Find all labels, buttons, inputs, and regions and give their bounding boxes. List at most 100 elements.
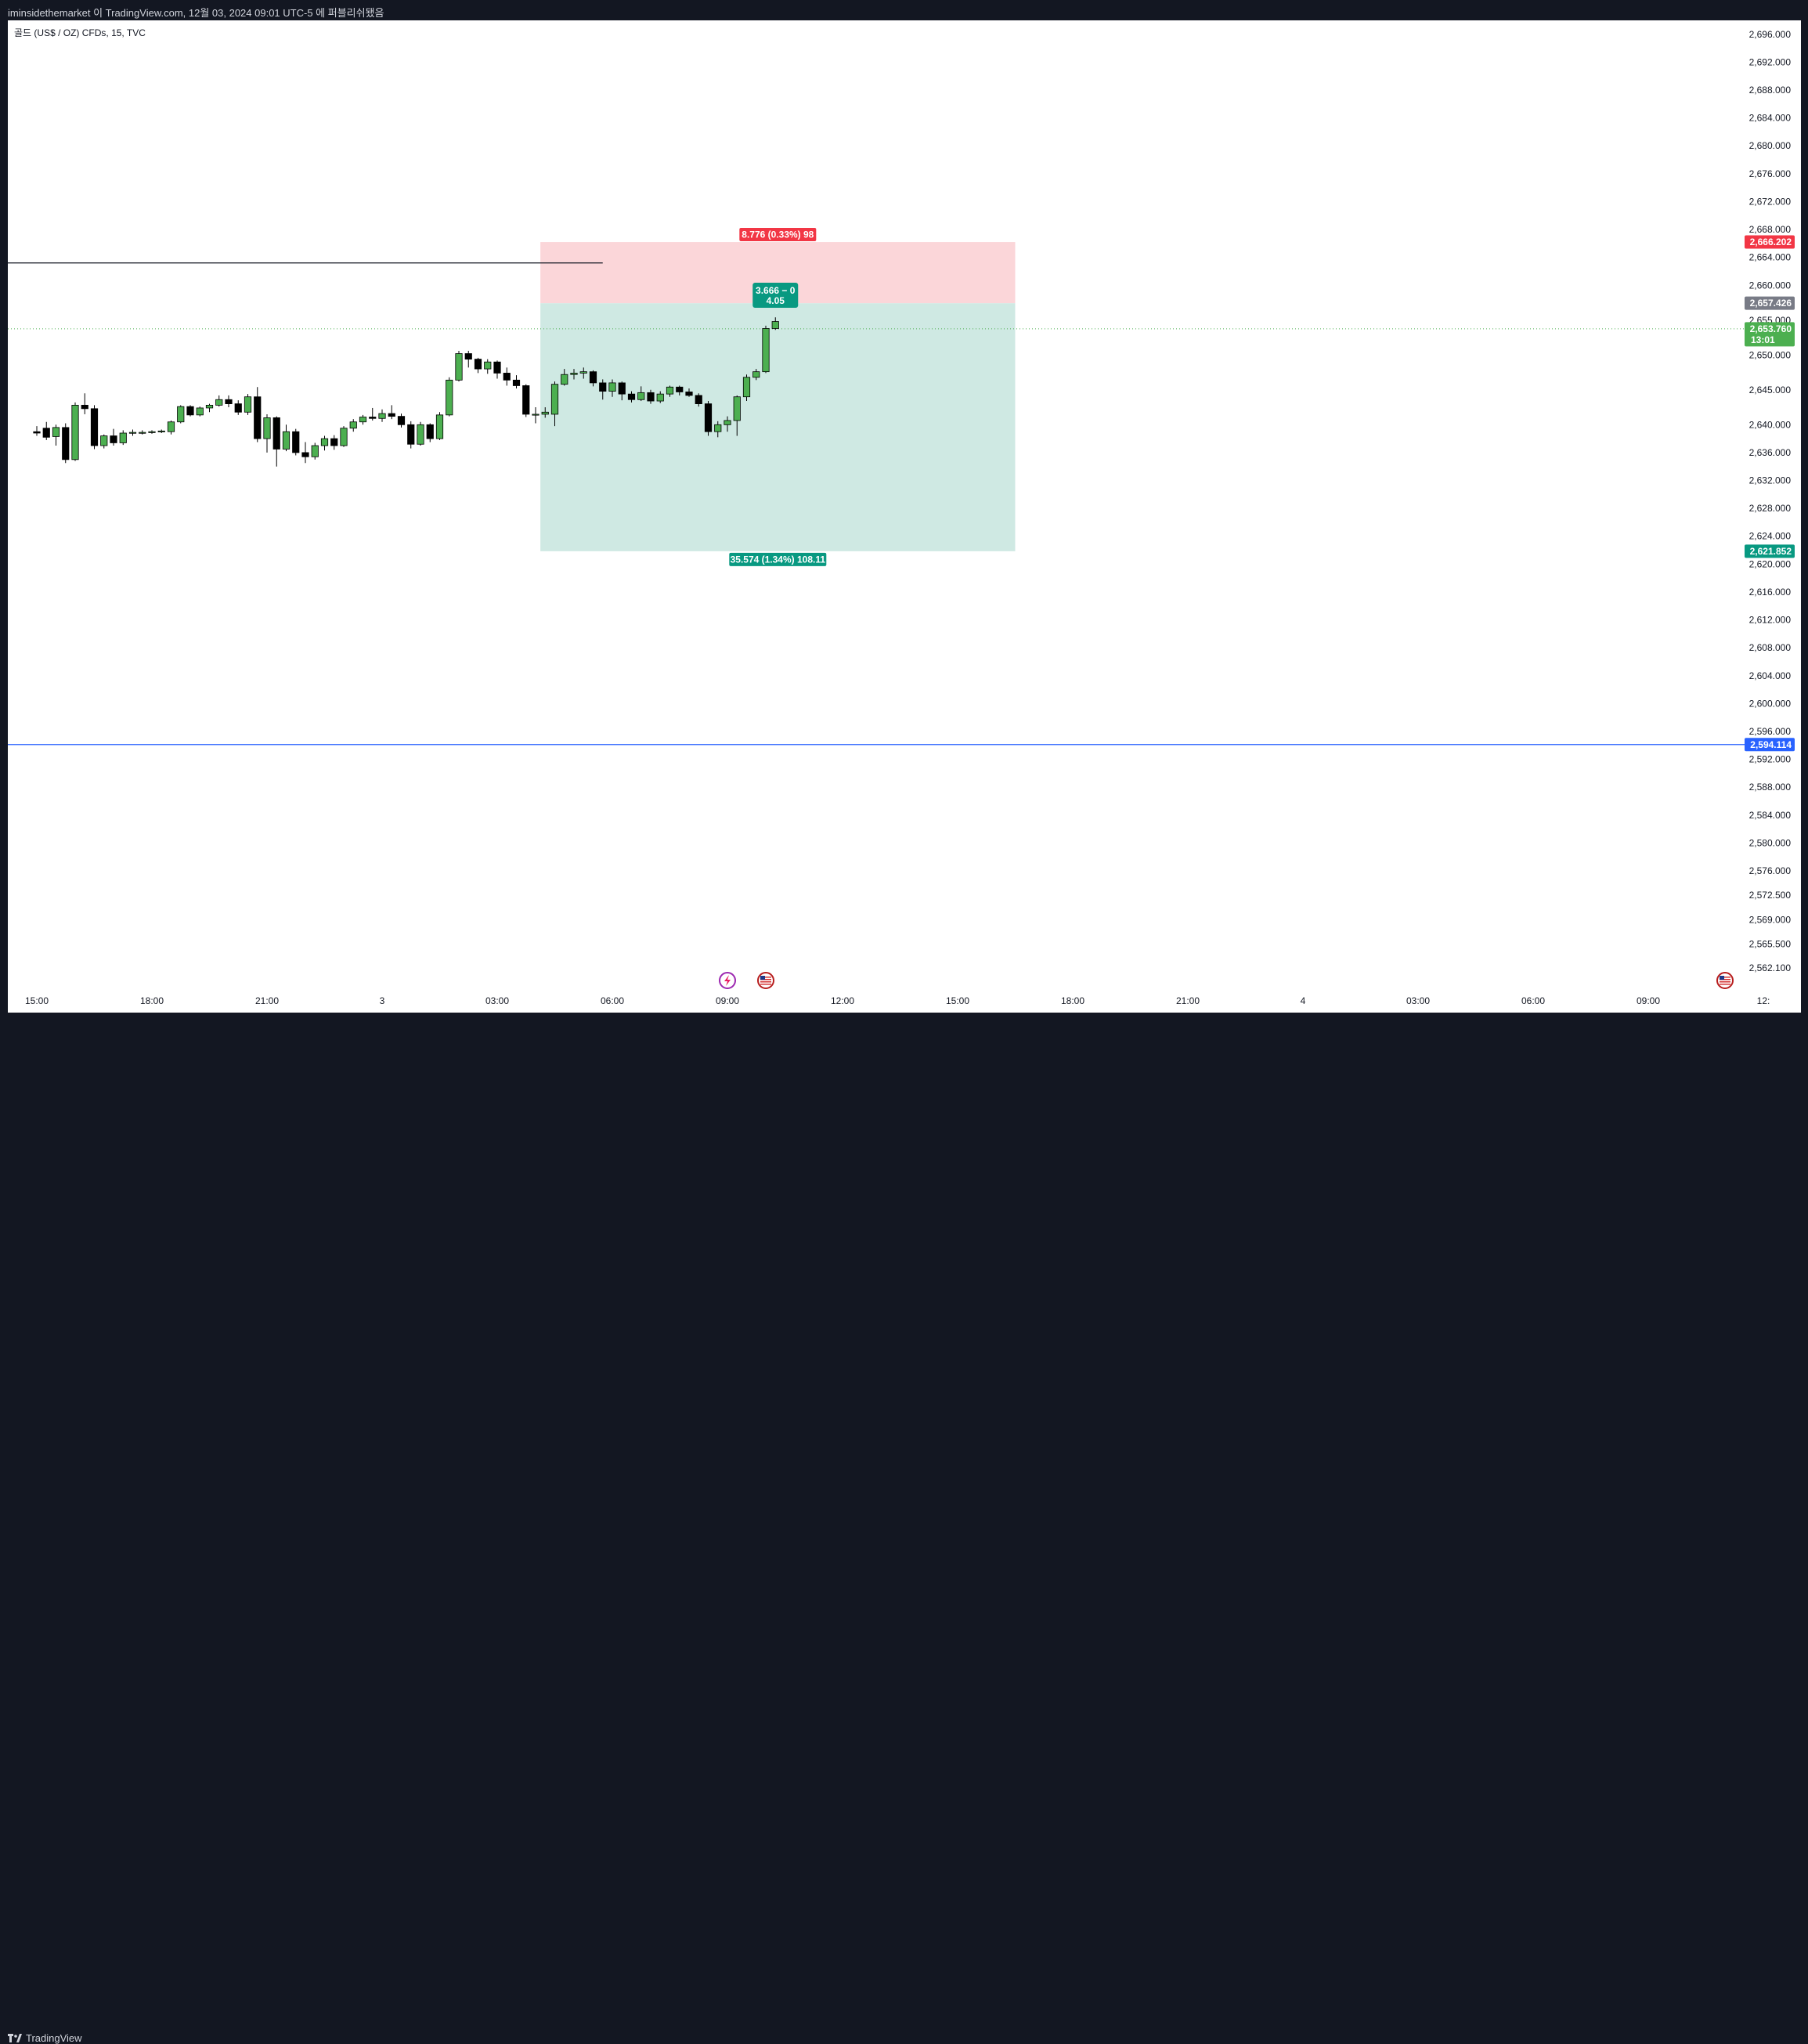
candle[interactable] bbox=[167, 421, 175, 432]
candle[interactable] bbox=[704, 403, 713, 432]
candle[interactable] bbox=[570, 373, 578, 375]
candle[interactable] bbox=[90, 408, 99, 446]
candle[interactable] bbox=[81, 404, 88, 410]
candle[interactable] bbox=[656, 393, 664, 402]
candle[interactable] bbox=[676, 386, 684, 392]
candle[interactable] bbox=[157, 430, 165, 432]
candle[interactable] bbox=[742, 377, 751, 398]
candle[interactable] bbox=[550, 384, 559, 415]
us-flag-icon[interactable] bbox=[757, 972, 774, 989]
target-price-badge-box[interactable] bbox=[1745, 544, 1795, 558]
candle[interactable] bbox=[263, 417, 271, 439]
candle[interactable] bbox=[407, 424, 415, 445]
candle[interactable] bbox=[733, 396, 741, 421]
candle[interactable] bbox=[234, 403, 242, 413]
candle[interactable] bbox=[599, 382, 607, 392]
candle[interactable] bbox=[464, 353, 472, 360]
y-tick-label: 2,628.000 bbox=[1749, 503, 1792, 514]
candle[interactable] bbox=[771, 321, 779, 329]
us-flag-icon[interactable] bbox=[1716, 972, 1734, 989]
candle[interactable] bbox=[62, 427, 70, 460]
candle[interactable] bbox=[100, 435, 108, 446]
candle[interactable] bbox=[484, 361, 492, 370]
candle[interactable] bbox=[301, 452, 309, 457]
candle[interactable] bbox=[320, 438, 329, 446]
candle[interactable] bbox=[512, 379, 521, 386]
candle[interactable] bbox=[417, 424, 424, 445]
candle[interactable] bbox=[752, 371, 760, 378]
candle[interactable] bbox=[724, 420, 731, 425]
candle[interactable] bbox=[522, 385, 530, 415]
candle[interactable] bbox=[608, 382, 616, 392]
entry-price-badge-box[interactable] bbox=[1745, 296, 1795, 310]
flag-stripe bbox=[1720, 981, 1730, 983]
candle[interactable] bbox=[714, 424, 722, 432]
candle[interactable] bbox=[618, 382, 626, 395]
last-price-badge-box[interactable] bbox=[1745, 322, 1795, 347]
x-tick-label: 21:00 bbox=[1176, 995, 1200, 1006]
candle[interactable] bbox=[426, 424, 434, 439]
candle[interactable] bbox=[272, 417, 280, 450]
candle[interactable] bbox=[666, 386, 674, 395]
y-tick-label: 2,572.500 bbox=[1749, 890, 1792, 901]
candle[interactable] bbox=[52, 427, 60, 437]
y-tick-label: 2,624.000 bbox=[1749, 531, 1792, 542]
candle[interactable] bbox=[282, 431, 291, 450]
stop-loss-label-box[interactable] bbox=[739, 228, 817, 242]
horizontal-line-price-badge-box[interactable] bbox=[1745, 738, 1795, 752]
candle[interactable] bbox=[647, 392, 655, 402]
tradingview-logo[interactable]: TradingView bbox=[8, 2032, 82, 2044]
flag-stripe bbox=[760, 981, 771, 983]
candle[interactable] bbox=[435, 414, 444, 439]
candle[interactable] bbox=[292, 431, 300, 453]
candle[interactable] bbox=[685, 392, 693, 396]
candle[interactable] bbox=[177, 406, 185, 423]
candle[interactable] bbox=[139, 432, 146, 434]
candle[interactable] bbox=[397, 416, 406, 425]
candle[interactable] bbox=[215, 399, 223, 406]
candle[interactable] bbox=[349, 421, 357, 429]
candle[interactable] bbox=[186, 406, 194, 416]
candle[interactable] bbox=[369, 417, 377, 419]
y-tick-label: 2,576.000 bbox=[1749, 865, 1792, 876]
candle[interactable] bbox=[330, 438, 338, 446]
candle[interactable] bbox=[474, 359, 482, 370]
take-profit-label-box[interactable] bbox=[729, 552, 827, 566]
candle[interactable] bbox=[541, 411, 549, 415]
candle[interactable] bbox=[119, 432, 127, 443]
take-profit-zone[interactable] bbox=[540, 303, 1016, 551]
candle[interactable] bbox=[128, 432, 137, 434]
candle[interactable] bbox=[503, 373, 511, 381]
candle[interactable] bbox=[378, 413, 386, 419]
candle[interactable] bbox=[446, 379, 453, 416]
y-tick-label: 2,650.000 bbox=[1749, 349, 1792, 360]
candle[interactable] bbox=[493, 361, 501, 374]
candle[interactable] bbox=[627, 393, 636, 400]
candle[interactable] bbox=[110, 435, 117, 443]
candle[interactable] bbox=[33, 431, 41, 434]
candle[interactable] bbox=[42, 428, 50, 438]
candle[interactable] bbox=[637, 392, 645, 400]
candle[interactable] bbox=[205, 404, 214, 409]
candle[interactable] bbox=[340, 428, 348, 446]
candle[interactable] bbox=[71, 404, 79, 460]
candle[interactable] bbox=[388, 413, 395, 417]
candle[interactable] bbox=[579, 371, 587, 374]
candle[interactable] bbox=[244, 396, 252, 413]
open-pnl-label-box[interactable] bbox=[752, 283, 799, 308]
candle[interactable] bbox=[695, 395, 702, 404]
candle[interactable] bbox=[532, 413, 540, 416]
candle[interactable] bbox=[589, 371, 597, 384]
x-tick-label: 18:00 bbox=[1061, 995, 1084, 1006]
candle[interactable] bbox=[311, 445, 319, 457]
candle[interactable] bbox=[359, 417, 367, 423]
y-tick-label: 2,588.000 bbox=[1749, 782, 1792, 793]
stop-price-badge-box[interactable] bbox=[1745, 235, 1795, 249]
candle[interactable] bbox=[254, 396, 262, 439]
candle[interactable] bbox=[225, 399, 233, 405]
candle[interactable] bbox=[561, 374, 568, 385]
candle[interactable] bbox=[455, 353, 463, 381]
candle[interactable] bbox=[762, 328, 770, 373]
candle[interactable] bbox=[196, 407, 204, 416]
price-chart[interactable]: 8.776 (0.33%) 98 35.574 (1.34%) 108.11 3.6… bbox=[0, 0, 1808, 1040]
